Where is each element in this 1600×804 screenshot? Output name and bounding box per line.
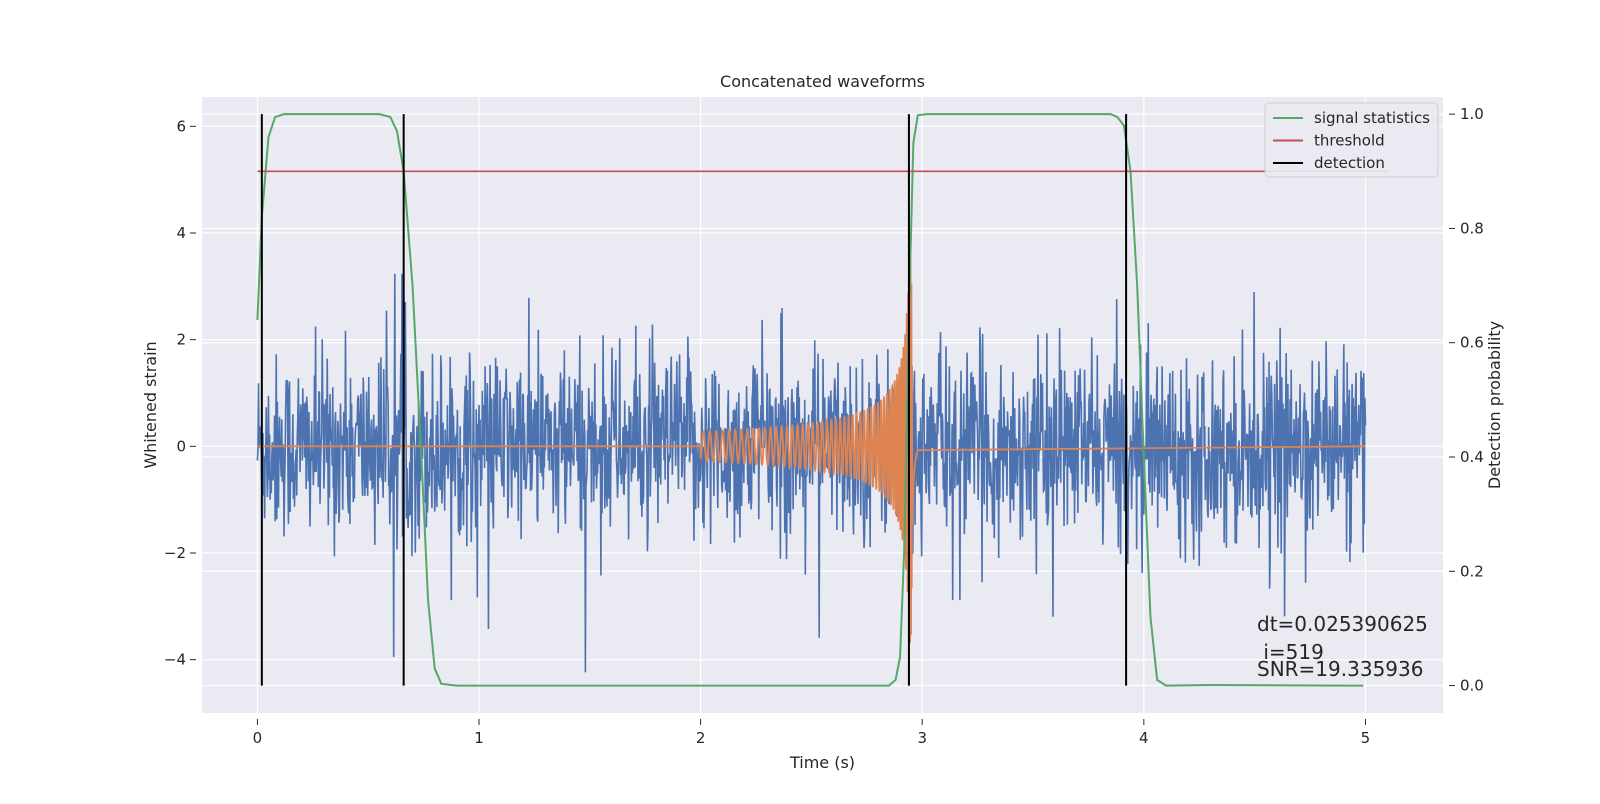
y-tick-label: −2 (164, 544, 186, 562)
x-tick-label: 4 (1139, 729, 1149, 747)
legend-label-signal-statistics: signal statistics (1314, 109, 1430, 127)
y-tick-label: 2 (176, 331, 186, 349)
annotation-i: i=519 (1257, 640, 1324, 664)
y-tick-label: 0 (176, 437, 186, 455)
legend-label-detection: detection (1314, 154, 1385, 172)
y2-tick-label: 0.6 (1460, 334, 1484, 352)
x-tick-label: 3 (917, 729, 927, 747)
annotation-snr: SNR=19.335936 (1257, 657, 1423, 681)
chart-title: Concatenated waveforms (720, 72, 925, 91)
y-tick-label: 4 (176, 224, 186, 242)
legend-box (1264, 102, 1439, 178)
y-tick-label: −4 (164, 651, 186, 669)
x-tick-label: 2 (696, 729, 706, 747)
waveform-series-line (257, 260, 1366, 644)
y-axis-label: Whitened strain (141, 341, 160, 468)
y2-tick-label: 0.8 (1460, 219, 1484, 237)
x-tick-label: 0 (253, 729, 263, 747)
x-tick-label: 5 (1361, 729, 1371, 747)
y2-tick-label: 0.0 (1460, 677, 1484, 695)
signal-statistics-line (256, 113, 1364, 687)
y2-axis-label: Detection probability (1485, 321, 1504, 489)
legend-label-threshold: threshold (1314, 132, 1385, 150)
y2-tick-label: 1.0 (1460, 105, 1484, 123)
x-tick-label: 1 (474, 729, 484, 747)
annotation-dt: dt=0.025390625 (1257, 612, 1428, 636)
y2-tick-label: 0.4 (1460, 448, 1484, 466)
y-tick-label: 6 (176, 117, 186, 135)
plot-area (256, 113, 1388, 687)
axes: 0 1 2 3 4 5 −4 −2 0 2 4 6 0.0 0.2 0.4 0.6 0.8 1.0 (164, 105, 1484, 747)
y2-tick-label: 0.2 (1460, 562, 1484, 580)
legend: signal statistics threshold detection (1264, 102, 1439, 178)
x-axis-label: Time (s) (789, 753, 855, 772)
